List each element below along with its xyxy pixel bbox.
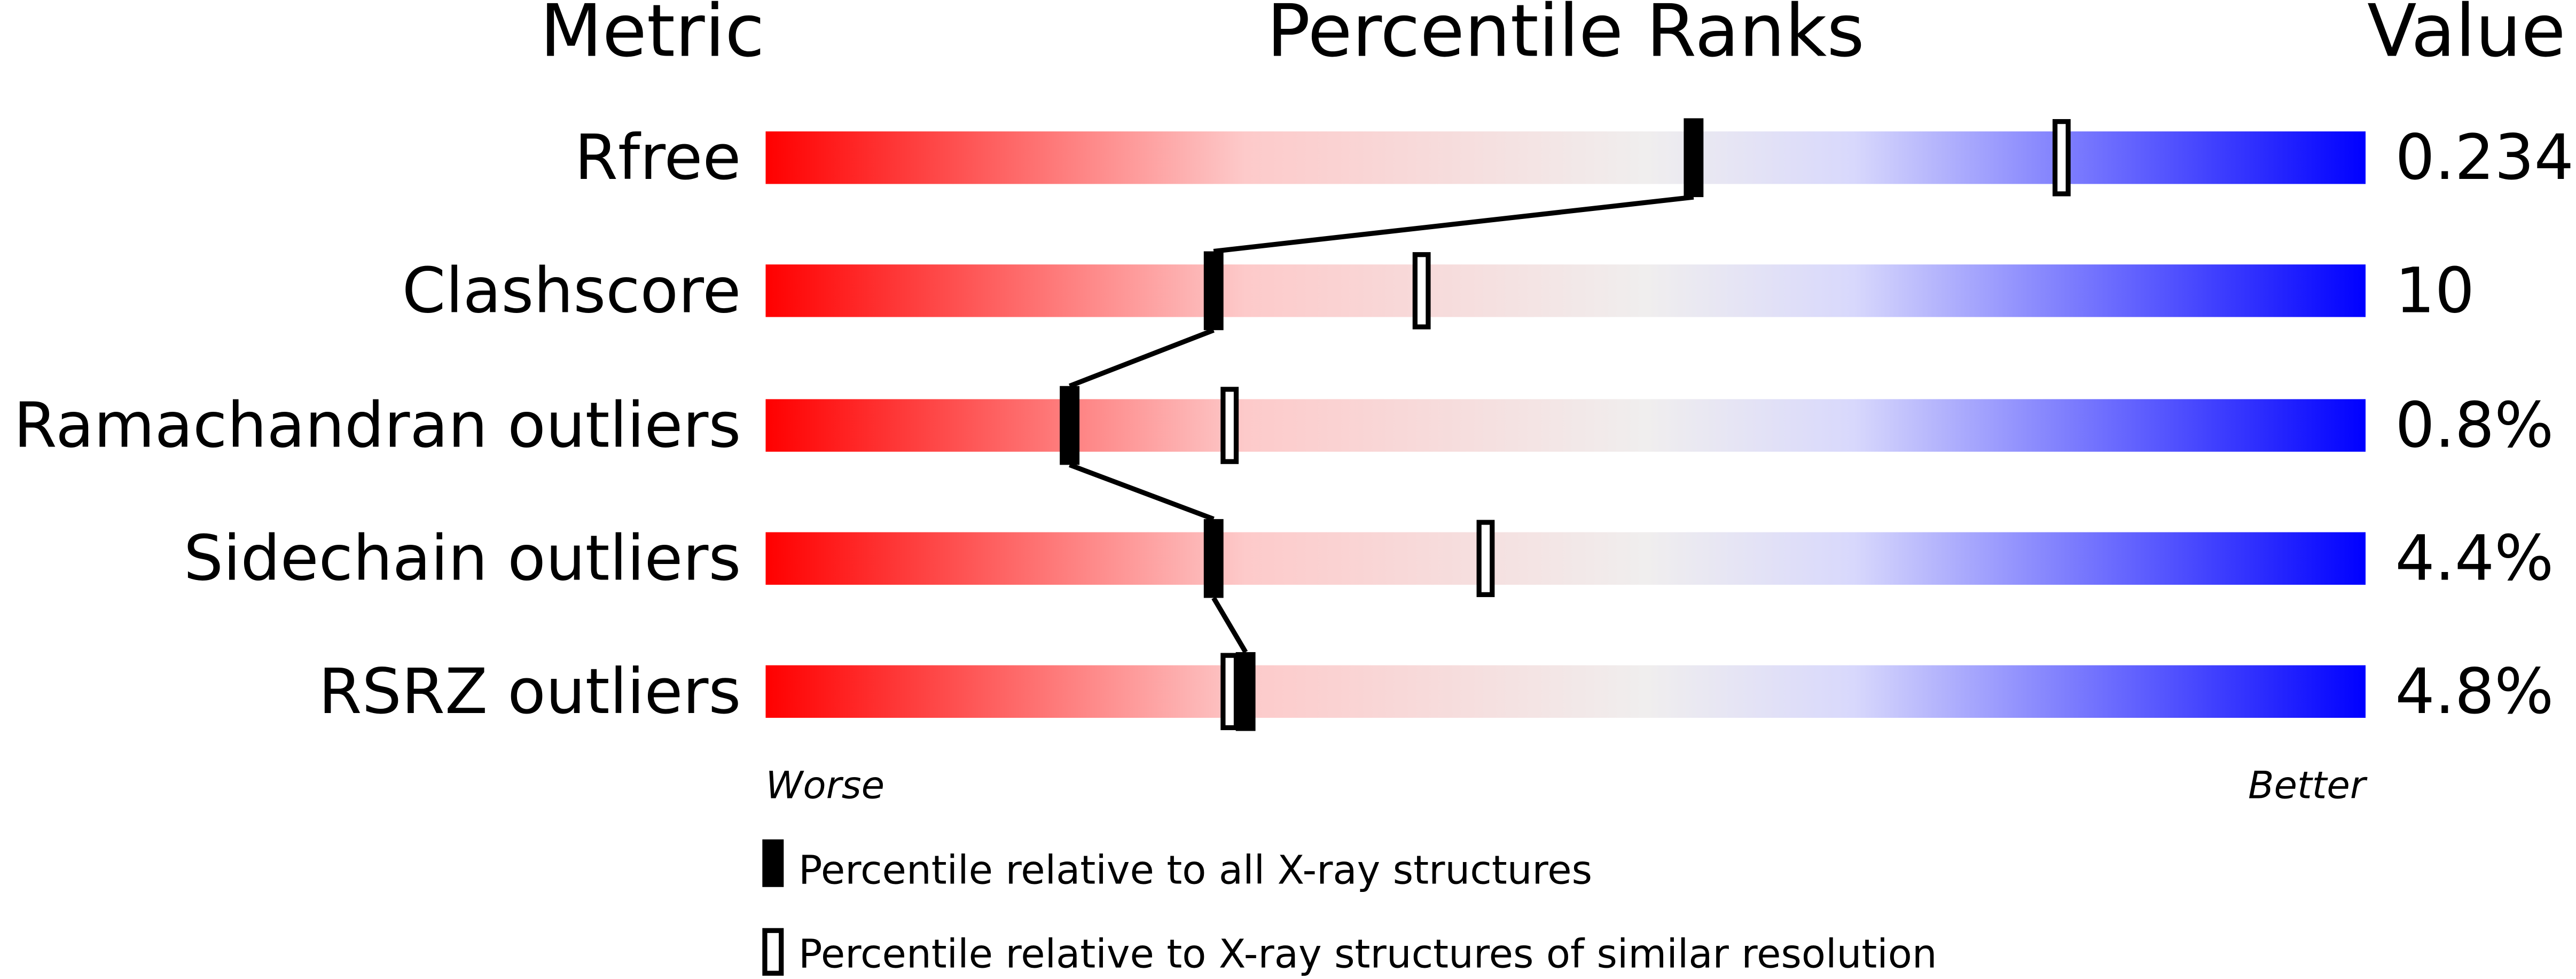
rank-bar-ramachandran-outliers — [765, 399, 2366, 452]
metric-label-rsrz-outliers: RSRZ outliers — [318, 655, 741, 728]
metric-value-rsrz-outliers: 4.8% — [2395, 655, 2554, 728]
metric-value-sidechain-outliers: 4.4% — [2395, 522, 2554, 595]
marker-all-ramachandran-outliers — [1060, 386, 1080, 465]
marker-similar-ramachandran-outliers — [1220, 387, 1239, 464]
metric-label-sidechain-outliers: Sidechain outliers — [184, 522, 741, 595]
header-percentile-ranks: Percentile Ranks — [1267, 0, 1865, 73]
metric-value-clashscore: 10 — [2395, 254, 2475, 327]
metric-label-ramachandran-outliers: Ramachandran outliers — [13, 389, 741, 462]
marker-all-sidechain-outliers — [1203, 519, 1224, 598]
marker-all-clashscore — [1203, 251, 1224, 331]
marker-similar-clashscore — [1412, 252, 1431, 330]
rank-bar-clashscore — [765, 264, 2366, 317]
legend-filled-marker — [762, 839, 784, 887]
metric-label-rfree: Rfree — [575, 121, 741, 194]
worse-label: Worse — [765, 763, 884, 808]
marker-all-rsrz-outliers — [1235, 652, 1256, 731]
header-value: Value — [2367, 0, 2566, 73]
legend-similar-label: Percentile relative to X-ray structures … — [798, 931, 1937, 977]
metric-value-ramachandran-outliers: 0.8% — [2395, 389, 2554, 462]
marker-similar-rfree — [2052, 119, 2071, 197]
better-label: Better — [2248, 763, 2368, 808]
marker-similar-rsrz-outliers — [1220, 653, 1239, 731]
metric-label-clashscore: Clashscore — [402, 254, 741, 327]
rank-bar-rsrz-outliers — [765, 665, 2366, 718]
marker-all-rfree — [1684, 118, 1704, 198]
rank-bar-sidechain-outliers — [765, 532, 2366, 585]
legend-all-label: Percentile relative to all X-ray structu… — [798, 848, 1592, 894]
marker-similar-sidechain-outliers — [1476, 520, 1495, 597]
metric-value-rfree: 0.234 — [2395, 121, 2574, 194]
header-metric: Metric — [540, 0, 765, 73]
rank-bar-rfree — [765, 131, 2366, 184]
legend-open-marker — [762, 928, 784, 976]
